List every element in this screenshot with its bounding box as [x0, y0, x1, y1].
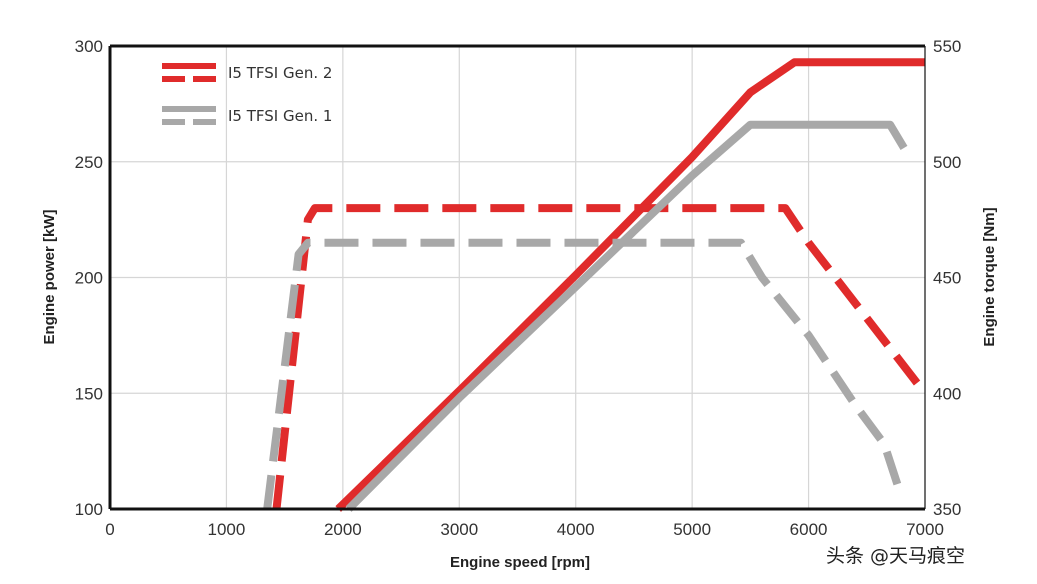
x-tick-label: 2000 [324, 520, 362, 539]
legend-label: I5 TFSI Gen. 1 [228, 107, 332, 125]
x-tick-label: 1000 [208, 520, 246, 539]
legend-entry: I5 TFSI Gen. 2 [162, 63, 332, 82]
x-tick-label: 4000 [557, 520, 595, 539]
y-left-axis-title: Engine power [kW] [41, 209, 58, 344]
y-left-tick-label: 150 [75, 384, 103, 403]
x-tick-label: 6000 [790, 520, 828, 539]
legend-label: I5 TFSI Gen. 2 [228, 64, 332, 82]
y-right-tick-label: 350 [933, 500, 961, 519]
x-tick-label: 5000 [673, 520, 711, 539]
legend: I5 TFSI Gen. 2 I5 TFSI Gen. 1 [162, 63, 332, 125]
x-tick-label: 7000 [906, 520, 944, 539]
y-left-tick-label: 250 [75, 153, 103, 172]
x-tick-label: 3000 [440, 520, 478, 539]
y-right-tick-label: 500 [933, 153, 961, 172]
plot-frame [108, 44, 926, 511]
y-right-axis-title: Engine torque [Nm] [981, 207, 998, 346]
y-right-tick-label: 550 [933, 37, 961, 56]
series-lines [263, 58, 929, 512]
series-line-i5-tfsi-gen-1-power [345, 120, 908, 512]
tick-labels: 0 1000 2000 3000 4000 5000 6000 7000 100 150 200 25… [75, 37, 962, 539]
series-line-i5-tfsi-gen-1-torque [263, 238, 906, 510]
y-left-tick-label: 300 [75, 37, 103, 56]
y-right-tick-label: 450 [933, 269, 961, 288]
y-left-tick-label: 200 [75, 269, 103, 288]
y-right-tick-label: 400 [933, 384, 961, 403]
legend-entry: I5 TFSI Gen. 1 [162, 106, 332, 125]
watermark-text: 头条 @天马痕空 [826, 545, 965, 567]
x-axis-title: Engine speed [rpm] [450, 554, 590, 571]
y-left-tick-label: 100 [75, 500, 103, 519]
series-line-i5-tfsi-gen-2-torque [272, 204, 929, 510]
series-line-i5-tfsi-gen-2-power [335, 58, 925, 512]
x-tick-label: 0 [105, 520, 114, 539]
